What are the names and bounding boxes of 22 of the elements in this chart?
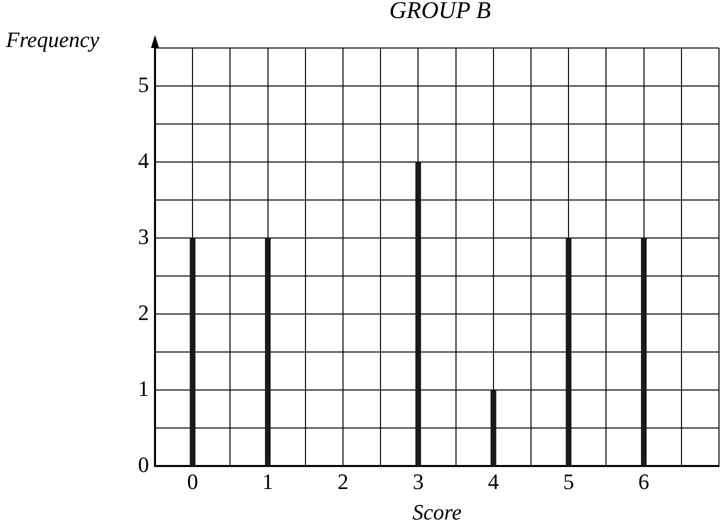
y-tick-label: 5 bbox=[138, 72, 149, 97]
y-axis-title: Frequency bbox=[6, 27, 100, 53]
y-tick-label: 2 bbox=[138, 300, 149, 325]
x-tick-label: 1 bbox=[262, 469, 274, 494]
bar bbox=[190, 238, 196, 466]
x-tick-label: 6 bbox=[638, 469, 650, 494]
x-tick-label: 2 bbox=[338, 469, 348, 494]
bar bbox=[640, 238, 647, 466]
x-tick-label: 3 bbox=[412, 469, 424, 494]
y-tick-label: 0 bbox=[138, 452, 149, 477]
x-tick-label: 5 bbox=[563, 469, 574, 494]
bar bbox=[566, 238, 572, 466]
bar bbox=[415, 162, 422, 466]
y-tick-label: 1 bbox=[138, 376, 149, 401]
bar bbox=[490, 390, 496, 466]
x-tick-label: 4 bbox=[488, 469, 499, 494]
x-tick-label: 0 bbox=[187, 469, 198, 494]
y-tick-label: 4 bbox=[138, 148, 149, 173]
chart-title: GROUP B bbox=[389, 0, 491, 25]
bar bbox=[264, 238, 271, 466]
y-tick-label: 3 bbox=[138, 224, 149, 249]
x-axis-title: Score bbox=[412, 500, 462, 525]
